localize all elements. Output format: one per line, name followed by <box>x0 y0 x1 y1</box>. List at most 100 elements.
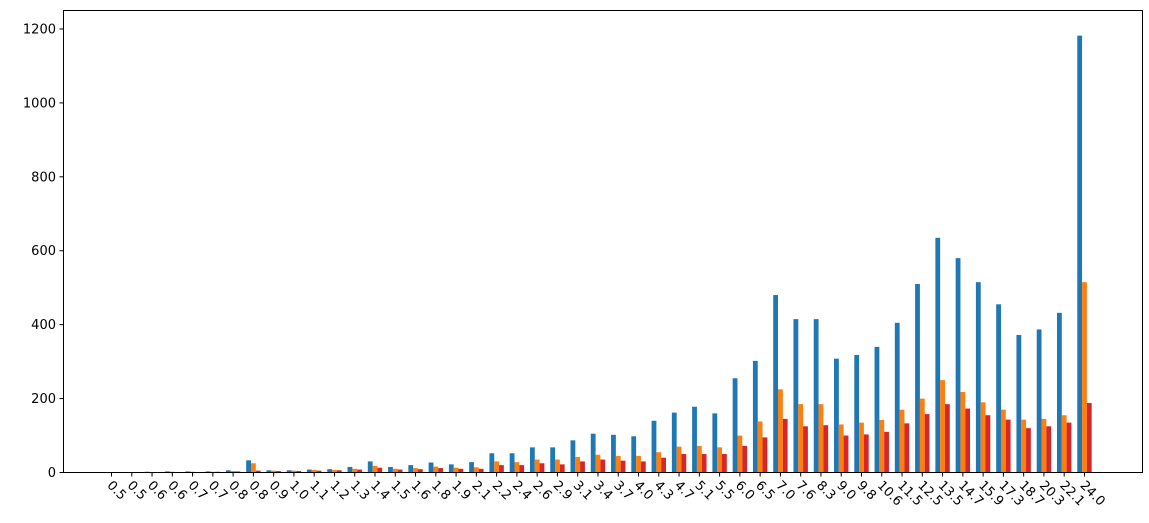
x-tick-label: 1.1 <box>306 478 331 503</box>
bar-s3-21 <box>539 463 545 473</box>
x-tick-label: 9.8 <box>854 478 879 503</box>
bar-s3-17 <box>458 468 464 473</box>
bar-s1-47 <box>1056 312 1062 473</box>
bar-s1-45 <box>1016 335 1022 473</box>
bar-s3-8 <box>276 471 281 473</box>
x-tick-label: 0.7 <box>205 478 230 503</box>
bar-s3-13 <box>377 467 383 473</box>
bar-s2-24 <box>595 454 601 473</box>
bar-s1-13 <box>367 461 373 473</box>
bar-s1-5 <box>205 471 211 473</box>
bar-s3-12 <box>357 469 362 473</box>
bar-s3-30 <box>722 454 727 473</box>
bar-s1-19 <box>489 453 495 473</box>
bar-s2-30 <box>717 447 722 473</box>
bar-s1-40 <box>915 284 920 473</box>
y-tick-label: 400 <box>31 318 56 333</box>
x-tick-label: 0.6 <box>164 478 189 503</box>
bar-s2-22 <box>555 459 560 473</box>
bar-s2-10 <box>311 469 317 473</box>
bar-s3-47 <box>1066 422 1072 473</box>
bar-s2-13 <box>372 465 378 473</box>
bar-s1-23 <box>570 440 576 473</box>
bar-s2-17 <box>453 467 459 473</box>
bar-s3-15 <box>417 469 423 473</box>
bar-s3-19 <box>499 465 504 473</box>
bar-s3-11 <box>336 470 342 473</box>
bar-s3-18 <box>478 468 484 473</box>
bar-s2-7 <box>250 463 256 473</box>
bar-s3-25 <box>620 460 626 473</box>
bar-s2-28 <box>676 446 682 473</box>
bar-s3-45 <box>1026 428 1031 473</box>
bar-s1-24 <box>590 433 596 473</box>
bar-s2-40 <box>919 398 925 473</box>
bar-s1-37 <box>854 354 860 473</box>
x-tick-label: 4.0 <box>631 478 656 503</box>
y-tick-label: 200 <box>31 392 56 407</box>
x-axis: 0.50.50.60.60.70.70.80.80.91.01.11.21.31… <box>104 472 1108 509</box>
bar-s1-6 <box>225 470 231 473</box>
bar-s1-15 <box>408 465 414 473</box>
bar-s3-46 <box>1046 426 1052 473</box>
bar-s1-34 <box>793 319 799 473</box>
x-tick-label: 3.7 <box>610 478 635 503</box>
bar-s2-45 <box>1021 419 1027 473</box>
x-tick-label: 2.4 <box>509 478 534 503</box>
bar-s1-25 <box>611 434 616 473</box>
x-tick-label: 1.9 <box>448 478 473 503</box>
bar-s2-29 <box>696 445 702 473</box>
bar-s2-23 <box>575 456 581 473</box>
bar-s1-11 <box>327 469 333 473</box>
bar-s1-36 <box>834 358 839 473</box>
bar-s2-15 <box>413 468 418 473</box>
x-tick-label: 1.0 <box>286 478 311 503</box>
x-tick-label: 7.6 <box>793 478 818 503</box>
bar-s3-43 <box>985 415 991 473</box>
bar-s1-39 <box>894 322 900 473</box>
bar-s2-27 <box>656 452 662 473</box>
x-tick-label: 3.1 <box>570 478 595 503</box>
bar-s2-33 <box>778 389 783 473</box>
y-tick-label: 800 <box>31 170 56 185</box>
bar-s1-10 <box>307 469 312 473</box>
bar-s1-17 <box>448 464 454 473</box>
x-tick-label: 4.7 <box>671 478 696 503</box>
bar-s2-34 <box>798 404 804 473</box>
bar-s1-30 <box>712 413 718 473</box>
bar-s2-20 <box>514 462 520 473</box>
bar-s1-28 <box>671 412 677 473</box>
bar-s1-31 <box>732 378 738 473</box>
x-tick-label: 7.0 <box>773 478 798 503</box>
bar-s1-3 <box>165 471 170 473</box>
x-tick-label: 9.0 <box>833 478 858 503</box>
bar-s1-43 <box>975 282 981 473</box>
bar-s3-27 <box>661 457 666 473</box>
x-tick-label: 0.8 <box>246 478 271 503</box>
bar-s1-42 <box>955 258 961 473</box>
y-tick-label: 0 <box>48 466 56 481</box>
bar-s3-37 <box>863 434 869 473</box>
bar-s3-39 <box>904 423 910 473</box>
bar-s1-41 <box>935 237 941 473</box>
bar-s1-32 <box>752 360 758 473</box>
bar-s3-10 <box>316 470 322 473</box>
x-tick-label: 5.1 <box>692 478 717 503</box>
bar-s1-21 <box>529 447 535 473</box>
bar-s3-32 <box>762 437 768 473</box>
bar-s1-46 <box>1036 329 1042 473</box>
bar-s1-8 <box>266 470 272 473</box>
bar-s1-26 <box>631 436 637 473</box>
bar-s2-44 <box>1000 409 1006 473</box>
x-tick-label: 0.5 <box>104 478 129 503</box>
bar-s2-9 <box>291 470 297 473</box>
bar-s2-25 <box>615 455 621 473</box>
bar-s1-9 <box>286 470 292 473</box>
x-tick-label: 1.4 <box>367 478 392 503</box>
bar-s3-36 <box>843 435 849 473</box>
bar-s1-48 <box>1077 35 1083 473</box>
bar-s2-26 <box>636 455 641 473</box>
bar-s2-11 <box>332 469 337 473</box>
x-tick-label: 2.6 <box>529 478 554 503</box>
